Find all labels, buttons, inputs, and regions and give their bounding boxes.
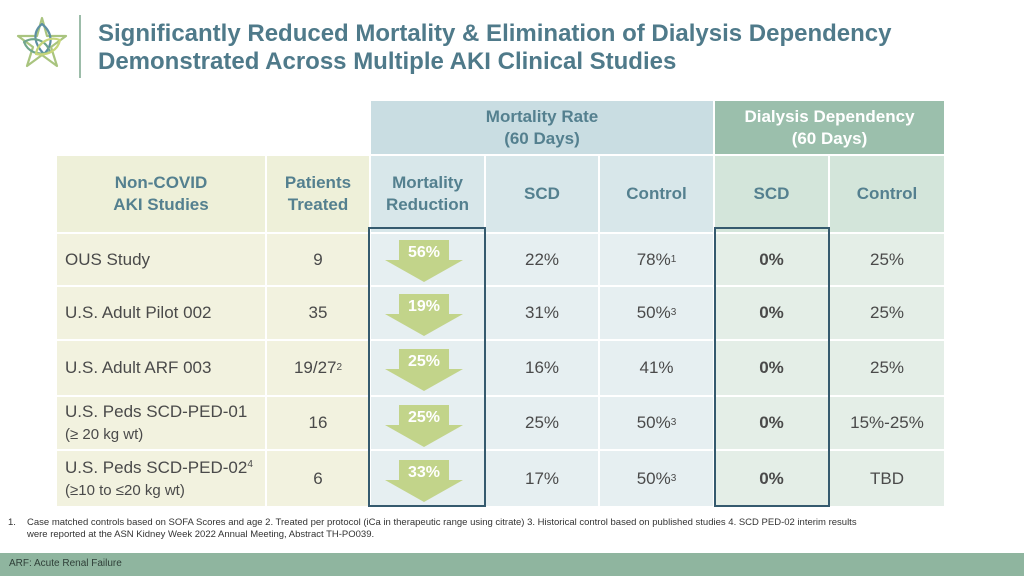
table-row-2-mortality-control: 50% 3: [600, 287, 713, 339]
table-row-4-dialysis-scd: 0%: [715, 397, 828, 449]
column-header-mortality-control: Control: [600, 156, 713, 232]
reduction-arrow-row-4: 25%: [385, 405, 463, 447]
table-row-5-dialysis-scd: 0%: [715, 451, 828, 506]
table-row-4-dialysis-control: 15%-25%: [830, 397, 944, 449]
table-row-4-mortality-scd: 25%: [486, 397, 598, 449]
title-line-2: Demonstrated Across Multiple AKI Clinica…: [98, 48, 677, 75]
column-header-patients: Patients Treated: [267, 156, 369, 232]
reduction-value: 25%: [407, 353, 441, 370]
table-row-5-study: U.S. Peds SCD-PED-024 (≥10 to ≤20 kg wt): [57, 451, 265, 506]
table-row-3-dialysis-control: 25%: [830, 341, 944, 395]
company-logo: [14, 14, 70, 74]
table-row-4-study: U.S. Peds SCD-PED-01 (≥ 20 kg wt): [57, 397, 265, 449]
table-row-2-patients: 35: [267, 287, 369, 339]
column-header-mortality-reduction: Mortality Reduction: [371, 156, 484, 232]
title-divider: [79, 15, 81, 78]
page-title: Significantly Reduced Mortality & Elimin…: [98, 20, 1008, 76]
mortality-rate-group-header: Mortality Rate (60 Days): [371, 101, 713, 154]
down-arrow-icon: [385, 405, 463, 447]
column-header-dialysis-scd: SCD: [715, 156, 828, 232]
table-row-3-dialysis-scd: 0%: [715, 341, 828, 395]
dialysis-scd-highlight-box: [714, 227, 830, 507]
table-row-2-dialysis-control: 25%: [830, 287, 944, 339]
star-flower-logo-icon: [16, 16, 68, 68]
table-row-2-study: U.S. Adult Pilot 002: [57, 287, 265, 339]
table-row-1-dialysis-control: 25%: [830, 234, 944, 285]
table-row-2-dialysis-scd: 0%: [715, 287, 828, 339]
table-row-3-study: U.S. Adult ARF 003: [57, 341, 265, 395]
reduction-value: 25%: [407, 409, 441, 426]
table-row-1-mortality-control: 78% 1: [600, 234, 713, 285]
table-row-1-patients: 9: [267, 234, 369, 285]
down-arrow-icon: [385, 460, 463, 502]
reduction-arrow-row-2: 19%: [385, 294, 463, 336]
reduction-arrow-row-5: 33%: [385, 460, 463, 502]
table-row-3-patients: 19/27 2: [267, 341, 369, 395]
table-row-2-mortality-scd: 31%: [486, 287, 598, 339]
reduction-value: 56%: [407, 244, 441, 261]
reduction-value: 33%: [407, 464, 441, 481]
down-arrow-icon: [385, 240, 463, 282]
column-header-dialysis-control: Control: [830, 156, 944, 232]
column-header-mortality-scd: SCD: [486, 156, 598, 232]
footnotes: 1. Case matched controls based on SOFA Sc…: [8, 517, 857, 540]
dialysis-dependency-group-header: Dialysis Dependency (60 Days): [715, 101, 944, 154]
mortality-reduction-highlight-box: [368, 227, 486, 507]
footer-bar: ARF: Acute Renal Failure: [0, 553, 1024, 576]
table-row-3-mortality-control: 41%: [600, 341, 713, 395]
table-row-1-dialysis-scd: 0%: [715, 234, 828, 285]
footer-text: ARF: Acute Renal Failure: [9, 558, 122, 569]
table-row-1-study: OUS Study: [57, 234, 265, 285]
reduction-value: 19%: [407, 298, 441, 315]
table-row-5-mortality-scd: 17%: [486, 451, 598, 506]
down-arrow-icon: [385, 349, 463, 391]
column-header-study: Non-COVID AKI Studies: [57, 156, 265, 232]
reduction-arrow-row-1: 56%: [385, 240, 463, 282]
table-row-3-mortality-scd: 16%: [486, 341, 598, 395]
reduction-arrow-row-3: 25%: [385, 349, 463, 391]
table-row-4-patients: 16: [267, 397, 369, 449]
title-line-1: Significantly Reduced Mortality & Elimin…: [98, 20, 892, 47]
table-row-5-mortality-control: 50% 3: [600, 451, 713, 506]
down-arrow-icon: [385, 294, 463, 336]
table-row-4-mortality-control: 50% 3: [600, 397, 713, 449]
table-row-1-mortality-scd: 22%: [486, 234, 598, 285]
table-row-5-patients: 6: [267, 451, 369, 506]
table-row-5-dialysis-control: TBD: [830, 451, 944, 506]
